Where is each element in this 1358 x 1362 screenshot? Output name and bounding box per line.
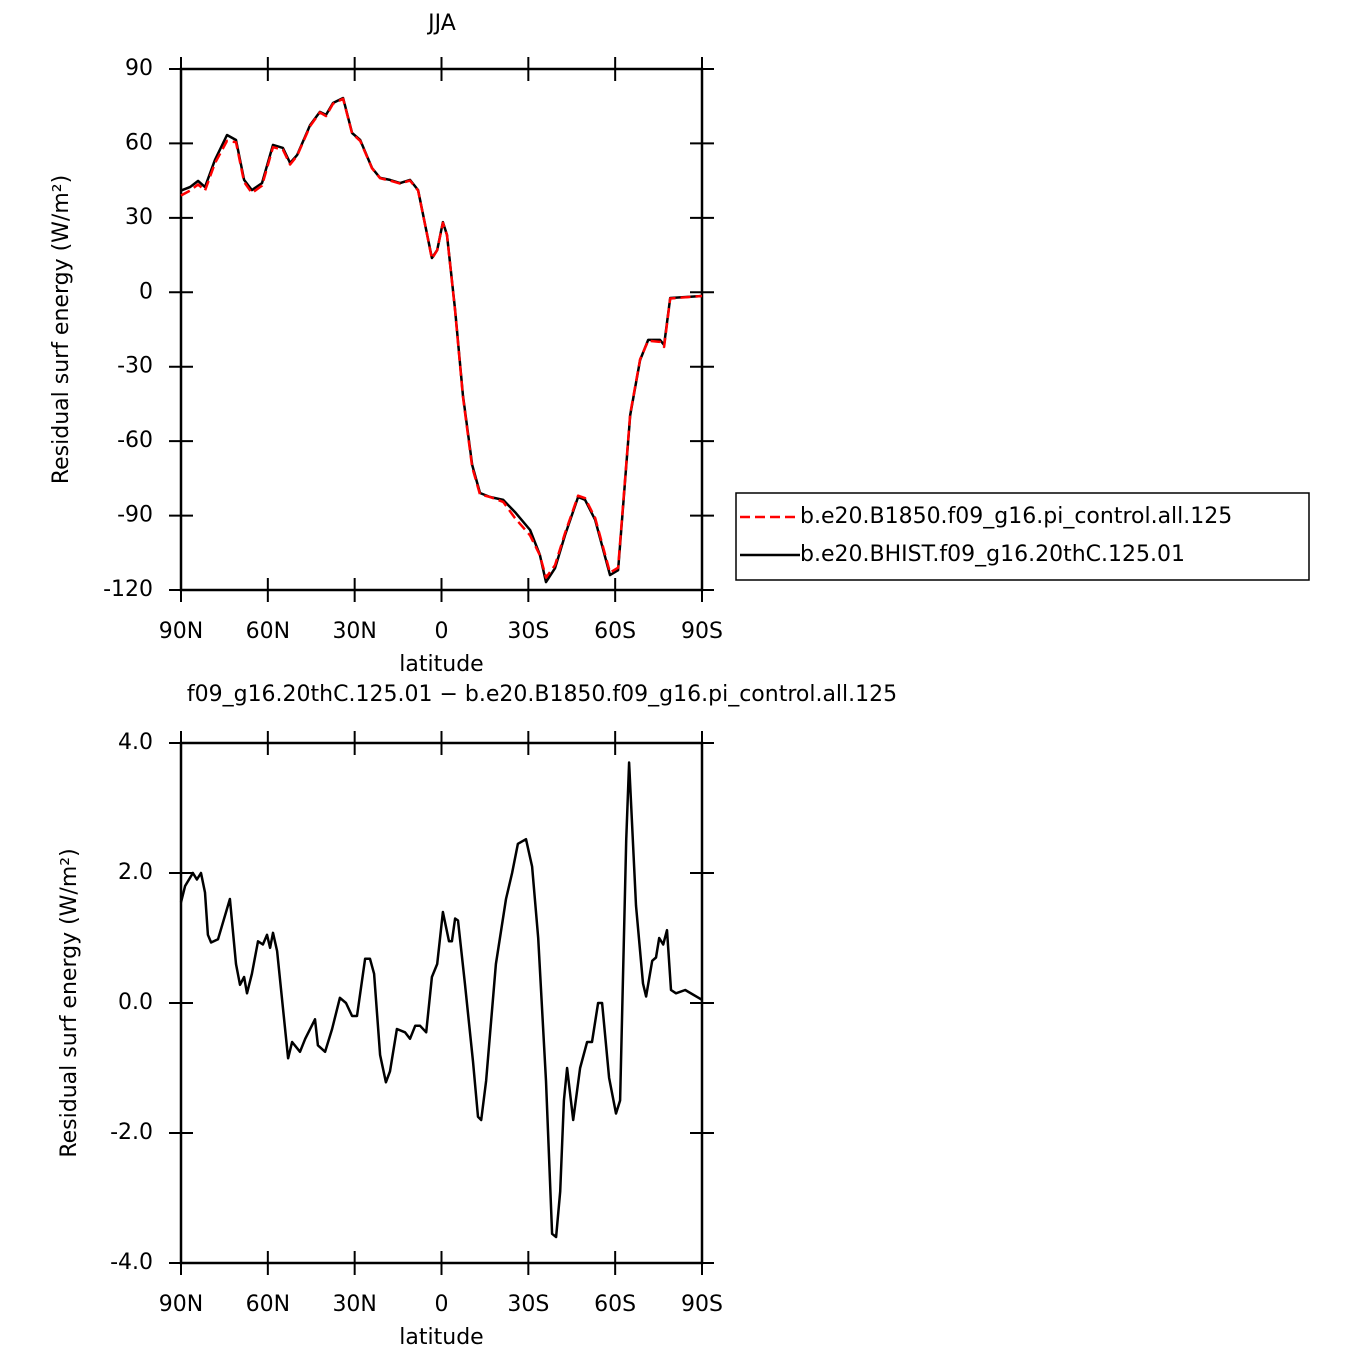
x-tick-label: 60S bbox=[594, 619, 636, 644]
x-tick-label: 30N bbox=[332, 619, 376, 644]
y-tick-label: 0 bbox=[139, 279, 153, 304]
x-tick-label: 90S bbox=[681, 1292, 723, 1317]
y-tick-label: -60 bbox=[117, 428, 153, 453]
plot-frame bbox=[179, 741, 704, 1265]
y-tick-label: 0.0 bbox=[118, 990, 153, 1015]
x-tick-label: 90N bbox=[159, 619, 203, 644]
chart-title: f09_g16.20thC.125.01 − b.e20.B1850.f09_g… bbox=[187, 682, 897, 707]
y-tick-label: 4.0 bbox=[118, 730, 153, 755]
y-tick-label: 60 bbox=[125, 130, 153, 155]
y-axis-label: Residual surf energy (W/m²) bbox=[57, 848, 82, 1157]
y-tick-label: -4.0 bbox=[110, 1250, 153, 1275]
y-tick-label: -30 bbox=[117, 354, 153, 379]
plot-frame bbox=[179, 67, 704, 592]
x-tick-label: 0 bbox=[435, 619, 449, 644]
y-axis-label: Residual surf energy (W/m²) bbox=[49, 175, 74, 484]
x-tick-label: 30N bbox=[332, 1292, 376, 1317]
x-tick-label: 60S bbox=[594, 1292, 636, 1317]
data-line bbox=[179, 761, 703, 1239]
x-tick-label: 30S bbox=[507, 1292, 549, 1317]
y-tick-label: -90 bbox=[117, 503, 153, 528]
y-tick-label: -120 bbox=[103, 577, 153, 602]
x-tick-label: 0 bbox=[435, 1292, 449, 1317]
y-tick-label: 90 bbox=[125, 56, 153, 81]
x-tick-label: 60N bbox=[246, 619, 290, 644]
x-axis-label: latitude bbox=[399, 1325, 483, 1350]
chart-title: JJA bbox=[426, 11, 456, 36]
x-tick-label: 30S bbox=[507, 619, 549, 644]
y-tick-label: 30 bbox=[125, 205, 153, 230]
legend-label: b.e20.B1850.f09_g16.pi_control.all.125 bbox=[800, 504, 1232, 529]
legend-label: b.e20.BHIST.f09_g16.20thC.125.01 bbox=[800, 542, 1185, 567]
x-tick-label: 90N bbox=[159, 1292, 203, 1317]
y-tick-label: -2.0 bbox=[110, 1120, 153, 1145]
legend-box bbox=[735, 492, 1310, 581]
y-tick-label: 2.0 bbox=[118, 860, 153, 885]
data-line bbox=[180, 97, 703, 579]
x-tick-label: 90S bbox=[681, 619, 723, 644]
x-tick-label: 60N bbox=[246, 1292, 290, 1317]
x-axis-label: latitude bbox=[399, 652, 483, 677]
